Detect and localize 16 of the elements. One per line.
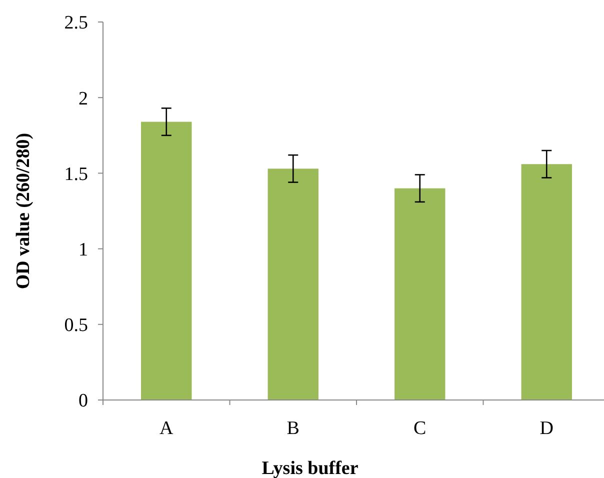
x-axis-title: Lysis buffer xyxy=(262,458,359,478)
x-tick-label: A xyxy=(160,418,174,439)
bar xyxy=(141,122,192,400)
x-tick-label: C xyxy=(414,418,426,439)
y-tick-label: 1.5 xyxy=(64,164,88,185)
x-tick-label: B xyxy=(286,418,300,439)
y-tick-label: 0.5 xyxy=(64,315,88,336)
bar xyxy=(521,164,572,400)
y-tick-label: 2.5 xyxy=(64,12,88,34)
bar xyxy=(268,168,318,400)
y-tick-label: 2 xyxy=(78,88,88,110)
y-axis-title: OD value (260/280) xyxy=(13,132,34,290)
y-tick-label: 1 xyxy=(78,239,88,260)
bar xyxy=(394,188,446,400)
y-tick-label: 0 xyxy=(78,390,88,412)
x-tick-label: D xyxy=(540,418,554,439)
